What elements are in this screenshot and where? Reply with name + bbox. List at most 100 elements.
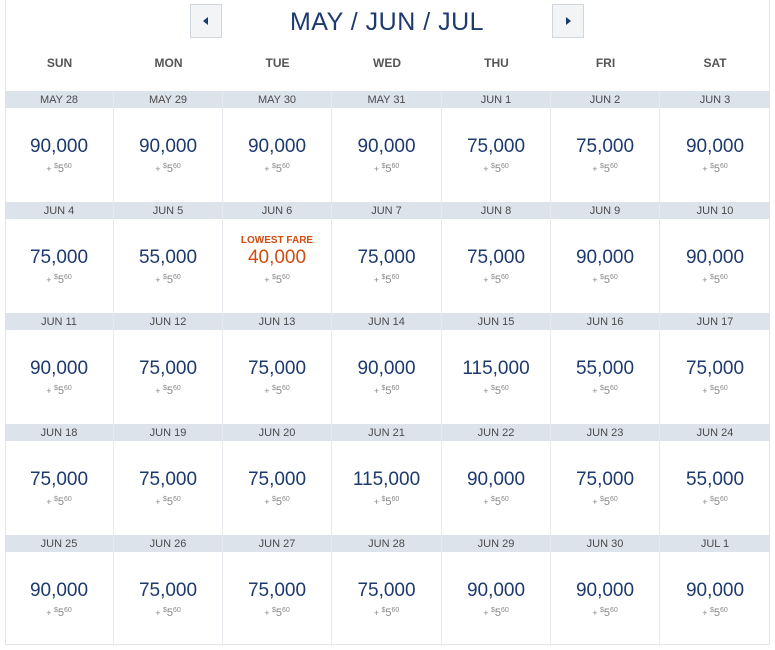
fee-cents: 60 [610,385,618,392]
day-cell[interactable]: JUN 13 75,000 + $560 [223,313,332,424]
day-cell[interactable]: JUN 7 75,000 + $560 [332,202,442,313]
day-cell[interactable]: JUN 6 LOWEST FARE 40,000 + $560 [223,202,332,313]
fare-fee: + $560 [5,385,113,397]
fee-plus: + [46,608,54,618]
fee-cents: 60 [501,385,509,392]
month-title: MAY / JUN / JUL [289,8,485,36]
day-cell[interactable]: JUN 21 115,000 + $560 [332,424,442,535]
fare-fee: + $560 [223,274,331,286]
fee-plus: + [46,386,54,396]
cell-date: JUN 12 [149,316,187,328]
fee-amount: 5 [275,274,282,286]
day-cell[interactable]: JUN 26 75,000 + $560 [114,535,223,646]
day-cell[interactable]: JUN 27 75,000 + $560 [223,535,332,646]
fee-cents: 60 [720,496,728,503]
day-cell[interactable]: JUN 9 90,000 + $560 [551,202,660,313]
day-cell[interactable]: JUN 5 55,000 + $560 [114,202,223,313]
day-cell[interactable]: MAY 29 90,000 + $560 [114,91,223,202]
fee-currency: $ [599,607,604,614]
fee-amount: 5 [57,385,64,397]
fee-amount: 5 [713,274,720,286]
fee-cents: 60 [720,385,728,392]
fee-plus: + [592,497,600,507]
day-cell[interactable]: JUN 20 75,000 + $560 [223,424,332,535]
day-cell[interactable]: JUN 25 90,000 + $560 [5,535,114,646]
fee-amount: 5 [166,163,173,175]
day-cell[interactable]: JUN 29 90,000 + $560 [442,535,551,646]
fare-fee: + $560 [5,163,113,175]
previous-month-button[interactable] [190,4,222,38]
fare-miles: 75,000 [138,580,198,601]
day-cell[interactable]: JUN 2 75,000 + $560 [551,91,660,202]
day-cell[interactable]: JUN 23 75,000 + $560 [551,424,660,535]
day-cell[interactable]: JUN 3 90,000 + $560 [660,91,770,202]
day-cell[interactable]: MAY 28 90,000 + $560 [5,91,114,202]
fee-plus: + [483,386,491,396]
fare-miles: 75,000 [357,580,416,601]
fee-currency: $ [599,163,604,170]
day-cell[interactable]: MAY 30 90,000 + $560 [223,91,332,202]
cell-date: JUN 2 [589,94,621,106]
day-cell[interactable]: JUN 11 90,000 + $560 [5,313,114,424]
fee-currency: $ [381,607,386,614]
fare-fee: + $560 [332,385,441,397]
fee-amount: 5 [57,163,64,175]
fare-miles: 55,000 [685,469,745,490]
next-month-button[interactable] [552,4,584,38]
day-cell[interactable]: JUN 18 75,000 + $560 [5,424,114,535]
calendar-header: MAY / JUN / JUL [190,4,584,40]
fare-miles: 90,000 [138,136,198,157]
cell-date: JUN 13 [258,316,296,328]
fare-fee: + $560 [223,607,331,619]
cell-date: JUN 27 [258,538,296,550]
fare-miles: 40,000 [247,247,307,268]
day-cell[interactable]: JUN 22 90,000 + $560 [442,424,551,535]
day-cell[interactable]: MAY 31 90,000 + $560 [332,91,442,202]
fare-fee: + $560 [442,163,550,175]
day-cell[interactable]: JUN 15 115,000 + $560 [442,313,551,424]
fare-miles: 75,000 [575,469,635,490]
cell-date: JUN 9 [589,205,621,217]
day-cell[interactable]: JUN 24 55,000 + $560 [660,424,770,535]
day-cell[interactable]: JUL 1 90,000 + $560 [660,535,770,646]
fee-cents: 60 [64,496,72,503]
day-cell[interactable]: JUN 19 75,000 + $560 [114,424,223,535]
fee-plus: + [483,275,491,285]
fee-currency: $ [53,385,58,392]
fare-fee: + $560 [551,163,659,175]
fare-fee: + $560 [114,607,222,619]
fee-amount: 5 [166,607,173,619]
date-bar [5,202,770,219]
cell-date: JUN 20 [258,427,296,439]
fare-fee: + $560 [332,163,441,175]
fee-plus: + [483,164,491,174]
fee-currency: $ [53,496,58,503]
day-cell[interactable]: JUN 28 75,000 + $560 [332,535,442,646]
fee-amount: 5 [713,385,720,397]
fee-cents: 60 [282,496,290,503]
day-header-thu: THU [484,56,509,70]
fare-miles: 90,000 [685,247,745,268]
day-cell[interactable]: JUN 14 90,000 + $560 [332,313,442,424]
fare-miles: 90,000 [247,136,307,157]
day-cell[interactable]: JUN 17 75,000 + $560 [660,313,770,424]
day-cell[interactable]: JUN 4 75,000 + $560 [5,202,114,313]
day-cell[interactable]: JUN 16 55,000 + $560 [551,313,660,424]
fare-fee: + $560 [551,385,659,397]
day-cell[interactable]: JUN 12 75,000 + $560 [114,313,223,424]
day-cell[interactable]: JUN 1 75,000 + $560 [442,91,551,202]
date-bar [5,424,770,441]
fee-cents: 60 [64,385,72,392]
fee-currency: $ [709,274,714,281]
day-cell[interactable]: JUN 8 75,000 + $560 [442,202,551,313]
day-cell[interactable]: JUN 30 90,000 + $560 [551,535,660,646]
fare-miles: 90,000 [575,580,635,601]
date-bar [5,313,770,330]
cell-date: JUN 29 [477,538,515,550]
fee-amount: 5 [494,607,501,619]
triangle-right-icon [566,17,571,25]
fare-fee: + $560 [5,607,113,619]
fee-amount: 5 [385,163,392,175]
day-cell[interactable]: JUN 10 90,000 + $560 [660,202,770,313]
